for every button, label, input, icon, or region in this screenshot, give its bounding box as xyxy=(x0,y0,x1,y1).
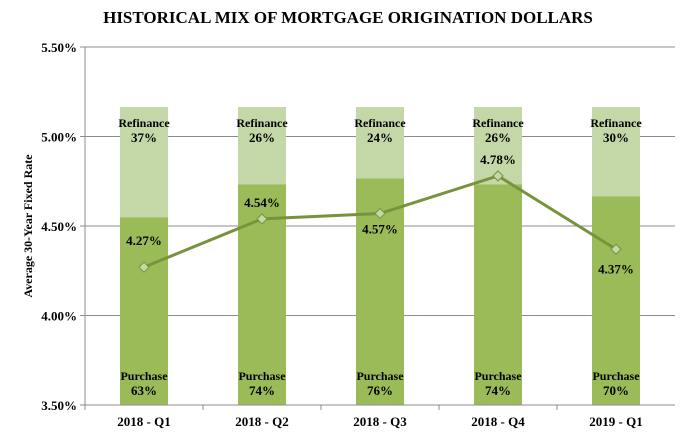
bar-purchase xyxy=(474,184,522,405)
purchase-label: Purchase xyxy=(120,369,168,383)
refinance-label: Refinance xyxy=(354,116,406,130)
refinance-label: Refinance xyxy=(236,116,288,130)
x-tick-label: 2018 - Q4 xyxy=(471,414,525,429)
purchase-value: 74% xyxy=(485,383,511,398)
rate-label: 4.27% xyxy=(126,233,162,248)
refinance-value: 30% xyxy=(603,130,629,145)
chart-title: HISTORICAL MIX OF MORTGAGE ORIGINATION D… xyxy=(103,8,593,27)
bar-refinance xyxy=(120,107,168,218)
y-tick-label: 4.00% xyxy=(41,309,77,324)
y-tick-label: 5.50% xyxy=(41,40,77,55)
purchase-value: 63% xyxy=(131,383,157,398)
refinance-value: 26% xyxy=(249,130,275,145)
rate-label: 4.37% xyxy=(598,261,634,276)
purchase-value: 70% xyxy=(603,383,629,398)
rate-label: 4.78% xyxy=(480,152,516,167)
refinance-label: Refinance xyxy=(472,116,524,130)
y-tick-label: 5.00% xyxy=(41,130,77,145)
x-tick-label: 2018 - Q1 xyxy=(117,414,170,429)
rate-marker xyxy=(610,243,622,255)
x-tick-label: 2018 - Q3 xyxy=(353,414,407,429)
y-tick-label: 3.50% xyxy=(41,398,77,413)
rate-marker xyxy=(492,170,504,182)
purchase-label: Purchase xyxy=(238,369,286,383)
x-tick-label: 2018 - Q2 xyxy=(235,414,288,429)
x-tick-label: 2019 - Q1 xyxy=(589,414,642,429)
rate-marker xyxy=(138,261,150,273)
rate-label: 4.54% xyxy=(244,195,280,210)
y-tick-label: 4.50% xyxy=(41,219,77,234)
purchase-label: Purchase xyxy=(474,369,522,383)
y-axis-label: Average 30-Year Fixed Rate xyxy=(21,154,35,298)
purchase-label: Purchase xyxy=(356,369,404,383)
bar-refinance xyxy=(356,107,404,179)
rate-marker xyxy=(374,207,386,220)
refinance-label: Refinance xyxy=(118,116,170,130)
purchase-label: Purchase xyxy=(592,369,640,383)
bar-refinance xyxy=(592,107,640,197)
rate-label: 4.57% xyxy=(362,221,398,236)
rate-marker xyxy=(256,213,268,225)
bar-refinance xyxy=(238,107,286,185)
refinance-label: Refinance xyxy=(590,116,642,130)
bar-purchase xyxy=(592,196,640,405)
purchase-value: 76% xyxy=(367,383,393,398)
refinance-value: 37% xyxy=(131,130,157,145)
purchase-value: 74% xyxy=(249,383,275,398)
bar-purchase xyxy=(120,217,168,405)
refinance-value: 26% xyxy=(485,130,511,145)
refinance-value: 24% xyxy=(367,130,393,145)
